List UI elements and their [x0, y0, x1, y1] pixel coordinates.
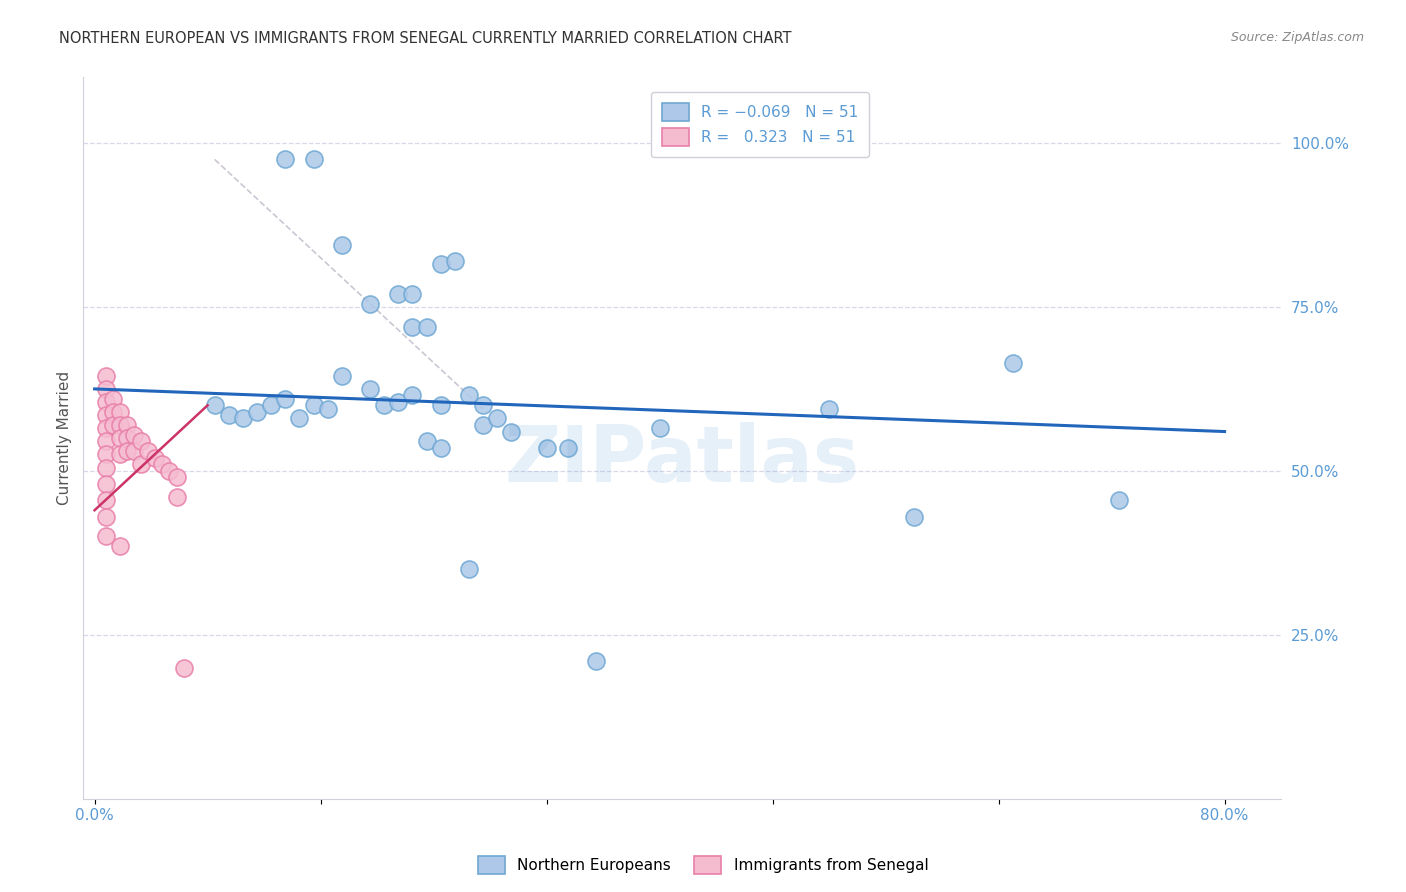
Point	[173, 660, 195, 674]
Point	[429, 398, 451, 412]
Y-axis label: Currently Married: Currently Married	[58, 371, 72, 505]
Legend: Northern Europeans, Immigrants from Senegal: Northern Europeans, Immigrants from Sene…	[471, 850, 935, 880]
Point	[486, 411, 509, 425]
Point	[415, 319, 437, 334]
Point	[101, 417, 124, 432]
Point	[330, 237, 353, 252]
Point	[472, 417, 495, 432]
Point	[585, 654, 607, 668]
Point	[387, 395, 409, 409]
Point	[108, 405, 131, 419]
Point	[246, 405, 269, 419]
Point	[260, 398, 283, 412]
Point	[159, 464, 181, 478]
Point	[122, 427, 145, 442]
Point	[903, 509, 925, 524]
Point	[94, 529, 117, 543]
Point	[218, 408, 240, 422]
Point	[94, 460, 117, 475]
Point	[94, 477, 117, 491]
Point	[94, 368, 117, 383]
Point	[1108, 493, 1130, 508]
Point	[648, 421, 671, 435]
Point	[108, 448, 131, 462]
Point	[150, 458, 173, 472]
Point	[94, 509, 117, 524]
Text: Source: ZipAtlas.com: Source: ZipAtlas.com	[1230, 31, 1364, 45]
Point	[129, 458, 152, 472]
Point	[501, 425, 523, 439]
Point	[429, 441, 451, 455]
Point	[274, 392, 297, 406]
Point	[359, 296, 381, 310]
Point	[94, 421, 117, 435]
Point	[101, 405, 124, 419]
Point	[108, 431, 131, 445]
Point	[204, 398, 226, 412]
Point	[401, 286, 423, 301]
Point	[143, 450, 166, 465]
Point	[1001, 356, 1024, 370]
Point	[373, 398, 395, 412]
Point	[94, 448, 117, 462]
Point	[94, 395, 117, 409]
Point	[94, 434, 117, 449]
Legend: R = −0.069   N = 51, R =   0.323   N = 51: R = −0.069 N = 51, R = 0.323 N = 51	[651, 92, 869, 157]
Point	[415, 434, 437, 449]
Point	[101, 392, 124, 406]
Point	[429, 257, 451, 271]
Point	[330, 368, 353, 383]
Point	[387, 286, 409, 301]
Text: NORTHERN EUROPEAN VS IMMIGRANTS FROM SENEGAL CURRENTLY MARRIED CORRELATION CHART: NORTHERN EUROPEAN VS IMMIGRANTS FROM SEN…	[59, 31, 792, 46]
Point	[302, 398, 325, 412]
Point	[288, 411, 311, 425]
Point	[316, 401, 339, 416]
Point	[359, 382, 381, 396]
Point	[129, 434, 152, 449]
Point	[557, 441, 579, 455]
Point	[274, 153, 297, 167]
Point	[115, 444, 138, 458]
Point	[115, 431, 138, 445]
Point	[94, 493, 117, 508]
Point	[401, 319, 423, 334]
Point	[122, 444, 145, 458]
Point	[443, 254, 465, 268]
Point	[458, 388, 481, 402]
Point	[166, 490, 188, 504]
Text: ZIPatlas: ZIPatlas	[505, 422, 859, 498]
Point	[458, 562, 481, 576]
Point	[401, 388, 423, 402]
Point	[232, 411, 254, 425]
Point	[166, 470, 188, 484]
Point	[108, 417, 131, 432]
Point	[136, 444, 159, 458]
Point	[115, 417, 138, 432]
Point	[302, 153, 325, 167]
Point	[108, 539, 131, 553]
Point	[94, 382, 117, 396]
Point	[94, 408, 117, 422]
Point	[818, 401, 841, 416]
Point	[472, 398, 495, 412]
Point	[536, 441, 558, 455]
